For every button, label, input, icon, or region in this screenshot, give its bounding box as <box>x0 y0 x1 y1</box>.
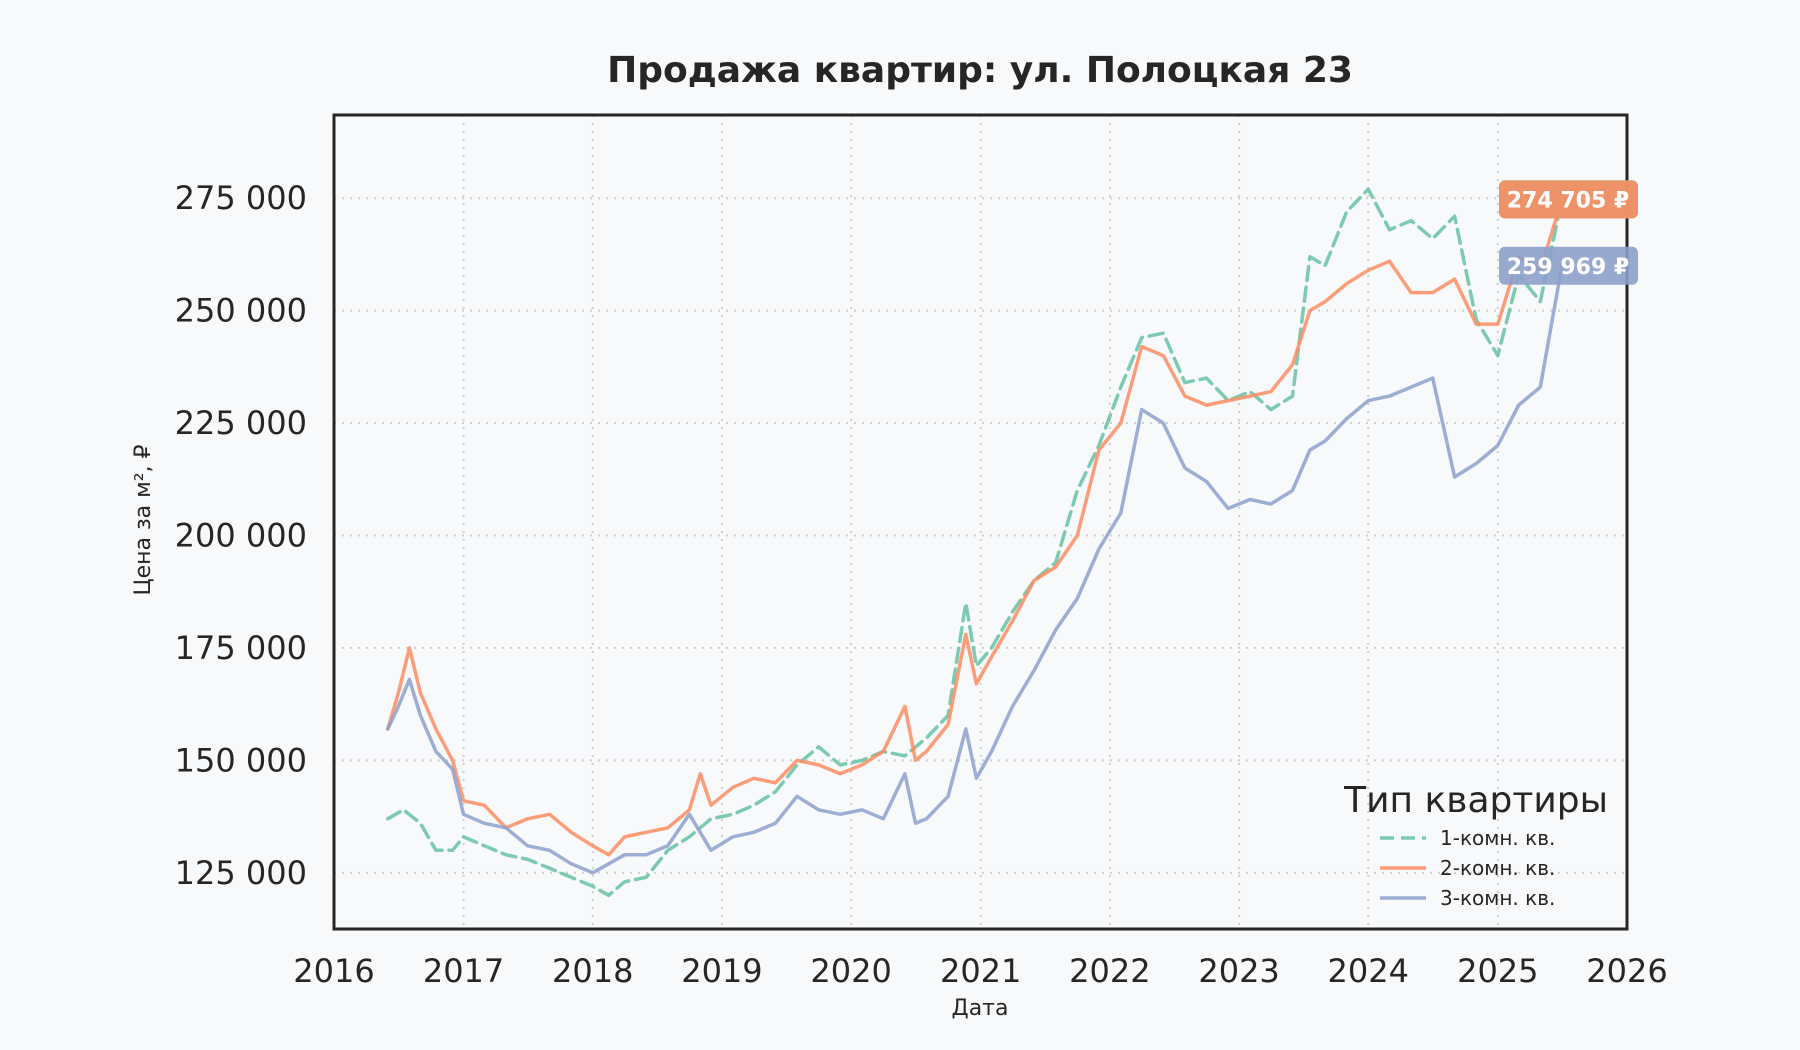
x-axis-ticks: 2016 2017 2018 2019 2020 2021 2022 2023 2024 2025… <box>293 952 1667 990</box>
last-value-badge <box>1499 246 1638 285</box>
y-tick-label: 175 000 <box>175 629 307 667</box>
x-tick-label: 2019 <box>681 952 762 990</box>
y-tick-label: 150 000 <box>175 741 307 779</box>
last-value-label: 259 969 ₽ <box>1507 255 1629 280</box>
legend: Тип квартиры 1-комн. кв. 2-комн. кв. 3-ком… <box>1343 780 1608 910</box>
last-value-badge <box>1499 180 1638 219</box>
y-tick-label: 200 000 <box>175 516 307 554</box>
x-tick-label: 2025 <box>1457 952 1538 990</box>
legend-label-1: 1-комн. кв. <box>1440 826 1555 850</box>
y-axis-label: Цена за м², ₽ <box>131 444 156 595</box>
plot-frame <box>332 113 1629 931</box>
legend-label-3: 3-комн. кв. <box>1440 886 1555 910</box>
y-tick-label: 125 000 <box>175 854 307 892</box>
x-tick-label: 2021 <box>940 952 1021 990</box>
series-layer <box>386 187 1564 898</box>
x-tick-label: 2024 <box>1328 952 1409 990</box>
x-tick-label: 2026 <box>1586 952 1667 990</box>
x-tick-label: 2020 <box>810 952 891 990</box>
series-line-2 <box>386 197 1564 857</box>
legend-items: 1-комн. кв. 2-комн. кв. 3-комн. кв. <box>1380 826 1555 910</box>
x-tick-label: 2018 <box>552 952 633 990</box>
y-tick-label: 250 000 <box>175 292 307 330</box>
legend-label-2: 2-комн. кв. <box>1440 856 1555 880</box>
y-axis-ticks: 125 000 150 000 175 000 200 000 225 000 250 0… <box>175 179 307 892</box>
x-tick-label: 2017 <box>423 952 504 990</box>
x-tick-label: 2022 <box>1069 952 1150 990</box>
x-tick-label: 2016 <box>293 952 374 990</box>
series-line-1 <box>386 187 1564 898</box>
y-tick-label: 225 000 <box>175 404 307 442</box>
legend-title: Тип квартиры <box>1343 780 1608 821</box>
x-axis-label: Дата <box>952 996 1009 1021</box>
y-tick-label: 275 000 <box>175 179 307 217</box>
chart-title: Продажа квартир: ул. Полоцкая 23 <box>607 50 1353 91</box>
last-value-badges: 274 753 ₽274 705 ₽259 969 ₽ <box>1499 180 1638 285</box>
series-line-3 <box>386 264 1564 875</box>
last-value-label: 274 705 ₽ <box>1507 189 1629 214</box>
x-tick-label: 2023 <box>1198 952 1279 990</box>
